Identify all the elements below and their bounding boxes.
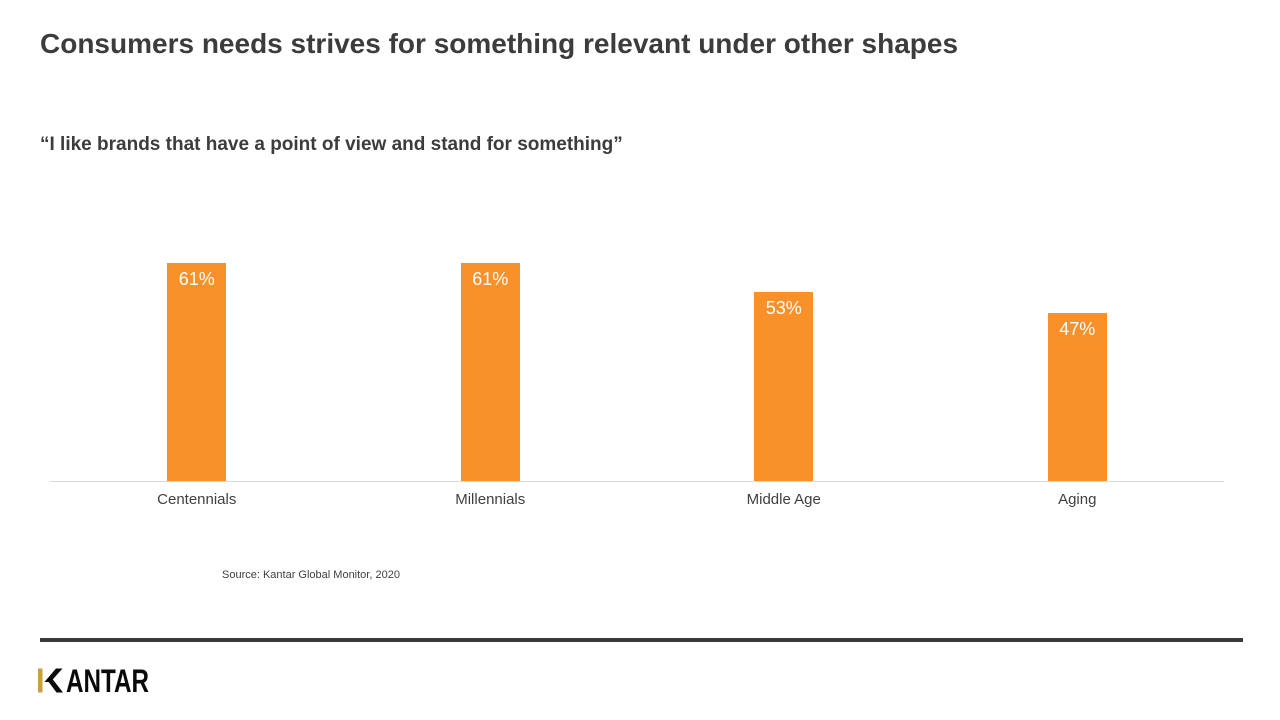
- bar-aging: 47%: [1047, 313, 1107, 481]
- category-label: Centennials: [157, 491, 237, 508]
- bar-millennials: 61%: [460, 263, 520, 481]
- source-note: Source: Kantar Global Monitor, 2020: [222, 569, 400, 581]
- kantar-logo: ANTAR: [38, 663, 150, 699]
- kantar-k-upper-arm: [44, 668, 63, 682]
- bars-container: 61% Centennials 61% Millennials 53% Middle Ag…: [50, 220, 1224, 508]
- bar-value-label: 53%: [765, 298, 802, 318]
- bar-value-label: 47%: [1059, 319, 1096, 339]
- bar-chart: 61% Centennials 61% Millennials 53% Middle Ag…: [50, 220, 1224, 508]
- bar-centennials: 61%: [167, 263, 227, 481]
- x-axis-line: [50, 481, 1224, 482]
- category-label: Millennials: [455, 491, 526, 508]
- kantar-k-lower-arm: [46, 679, 63, 693]
- slide-title: Consumers needs strives for something re…: [40, 28, 959, 59]
- slide-subtitle: “I like brands that have a point of view…: [40, 134, 623, 155]
- kantar-logo-graphic: ANTAR: [38, 663, 149, 699]
- bar-value-label: 61%: [178, 269, 215, 289]
- category-label: Aging: [1058, 491, 1097, 508]
- bar-value-label: 61%: [472, 269, 509, 289]
- kantar-logo-text: ANTAR: [66, 668, 149, 693]
- bar-middle-age: 53%: [754, 292, 814, 481]
- category-label: Middle Age: [746, 491, 821, 508]
- kantar-k-gold-stem: [38, 668, 43, 693]
- footer-divider: [40, 638, 1243, 642]
